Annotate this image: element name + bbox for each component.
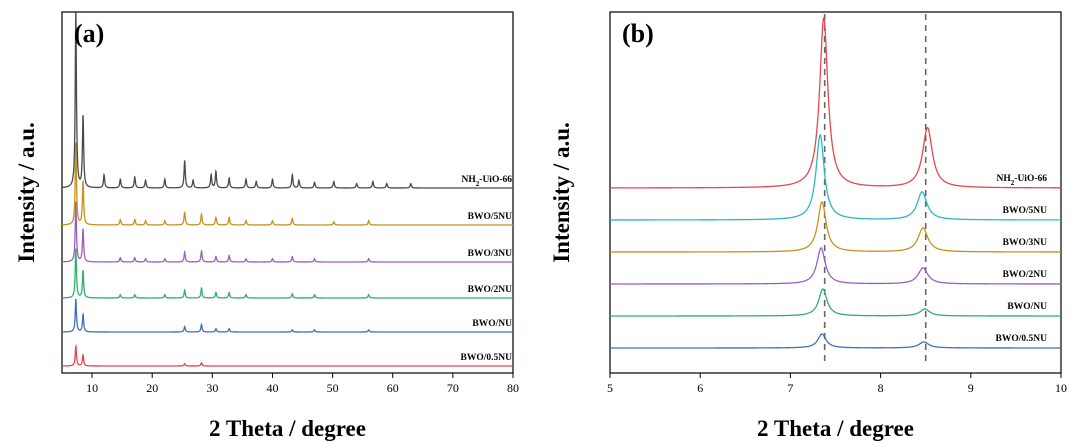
x-tick-label: 60: [387, 381, 399, 395]
series-label: BWO/0.5NU: [996, 334, 1048, 344]
x-tick-label: 8: [878, 381, 884, 395]
series-line: [61, 12, 513, 189]
y-axis-title: Intensity / a.u.: [549, 122, 574, 263]
series-label: BWO/0.5NU: [461, 353, 513, 363]
series-line: [62, 248, 513, 299]
series-label: BWO/2NU: [1003, 270, 1047, 280]
series-label: NH2-UiO-66: [462, 175, 513, 188]
series-line: [610, 288, 1061, 317]
chart-panel-a: 10 20 30 40 50 60 70 80 BWO/0.5NU BWO/NU BWO/2NU BW…: [14, 11, 519, 441]
series-label: BWO/3NU: [468, 249, 512, 259]
series-label: NH2-UiO-66: [997, 174, 1048, 187]
x-tick-label: 70: [447, 381, 459, 395]
series-line: [610, 201, 1062, 253]
series-line: [610, 17, 1061, 189]
y-axis-title: Intensity / a.u.: [14, 122, 39, 263]
panel-label: (b): [622, 19, 654, 48]
x-tick-label: 30: [206, 381, 218, 395]
series-label: BWO/3NU: [1003, 238, 1047, 248]
series-line: [62, 298, 513, 333]
series-line: [610, 247, 1061, 285]
x-tick-label: 50: [327, 381, 339, 395]
x-tick-label: 40: [266, 381, 278, 395]
series-line: [62, 201, 513, 263]
series-label: BWO/5NU: [468, 212, 512, 222]
x-tick-label: 9: [968, 381, 974, 395]
series-label: BWO/NU: [472, 319, 512, 329]
xrd-chart-a: 10 20 30 40 50 60 70 80 BWO/0.5NU BWO/NU BWO/2NU BW…: [14, 11, 519, 441]
x-tick-label: 20: [146, 381, 158, 395]
series-line: [62, 343, 513, 367]
series-label: BWO/2NU: [468, 285, 512, 295]
series-line: [61, 142, 513, 226]
x-tick-label: 80: [507, 381, 519, 395]
series-line: [610, 333, 1061, 349]
chart-panel-b: 5 6 7 8 9 10 BWO/0.5NU BWO/NU BWO/2NU BWO/3NU BWO/…: [535, 0, 1070, 442]
plot-frame: [609, 11, 1062, 374]
x-tick-label: 6: [697, 381, 703, 395]
xrd-chart-b: 5 6 7 8 9 10 BWO/0.5NU BWO/NU BWO/2NU BWO/3NU BWO/…: [549, 11, 1067, 441]
series-label: BWO/NU: [1007, 302, 1047, 312]
x-axis-title: 2 Theta / degree: [757, 416, 914, 441]
x-tick-label: 7: [787, 381, 793, 395]
x-axis-title: 2 Theta / degree: [209, 416, 366, 441]
plot-frame: [61, 11, 514, 374]
series-label: BWO/5NU: [1003, 206, 1047, 216]
series-line: [610, 134, 1061, 221]
x-tick-label: 10: [86, 381, 98, 395]
x-tick-label: 5: [607, 381, 613, 395]
panel-label: (a): [74, 19, 104, 48]
x-tick-label: 10: [1055, 381, 1067, 395]
